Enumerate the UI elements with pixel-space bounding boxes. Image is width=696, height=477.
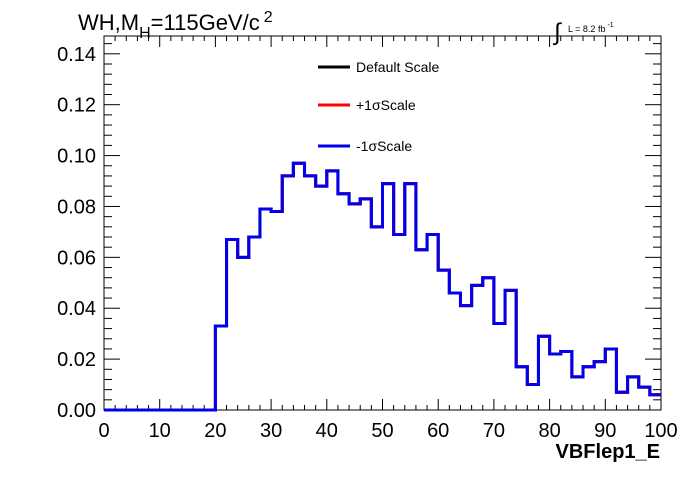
title-main: WH,M <box>78 10 139 35</box>
x-tick-label: 80 <box>538 420 560 442</box>
x-axis-label: VBFlep1_E <box>556 441 660 463</box>
legend-label: Default Scale <box>356 59 439 75</box>
lumi-text: L = 8.2 fb -1 <box>568 22 614 34</box>
y-tick-label: 0.10 <box>57 146 96 168</box>
integral-icon: ∫ <box>552 19 562 46</box>
x-tick-label: 60 <box>427 420 449 442</box>
y-tick-label: 0.06 <box>57 247 96 269</box>
x-tick-label: 30 <box>260 420 282 442</box>
y-tick-label: 0.14 <box>57 44 96 66</box>
x-tick-label: 40 <box>316 420 338 442</box>
legend-label: -1σScale <box>356 138 412 154</box>
lumi-value: L = 8.2 fb <box>568 24 605 34</box>
y-tick-label: 0.00 <box>57 400 96 422</box>
legend-entry-3: -1σScale <box>318 138 412 154</box>
series-line-3 <box>104 161 661 412</box>
x-tick-label: 70 <box>483 420 505 442</box>
legend-label: +1σScale <box>356 97 416 113</box>
x-tick-label: 20 <box>204 420 226 442</box>
lumi-superscript: -1 <box>607 22 613 29</box>
x-tick-label: 0 <box>98 420 109 442</box>
title-suffix: =115GeV/c <box>151 10 260 35</box>
title-subscript: H <box>139 25 151 42</box>
legend-entry-2: +1σScale <box>318 97 416 113</box>
y-tick-label: 0.08 <box>57 196 96 218</box>
chart-title: WH,MH=115GeV/c 2 <box>78 9 273 42</box>
y-tick-label: 0.02 <box>57 349 96 371</box>
y-tick-label: 0.12 <box>57 95 96 117</box>
x-tick-label: 100 <box>644 420 677 442</box>
y-tick-label: 0.04 <box>57 298 96 320</box>
legend-entry-1: Default Scale <box>318 59 439 75</box>
x-tick-label: 50 <box>371 420 393 442</box>
x-tick-label: 90 <box>594 420 616 442</box>
title-superscript: 2 <box>264 9 273 26</box>
legend: Default Scale +1σScale -1σScale <box>318 59 439 154</box>
lumi-label: ∫ L = 8.2 fb -1 <box>552 19 614 46</box>
x-tick-label: 10 <box>149 420 171 442</box>
